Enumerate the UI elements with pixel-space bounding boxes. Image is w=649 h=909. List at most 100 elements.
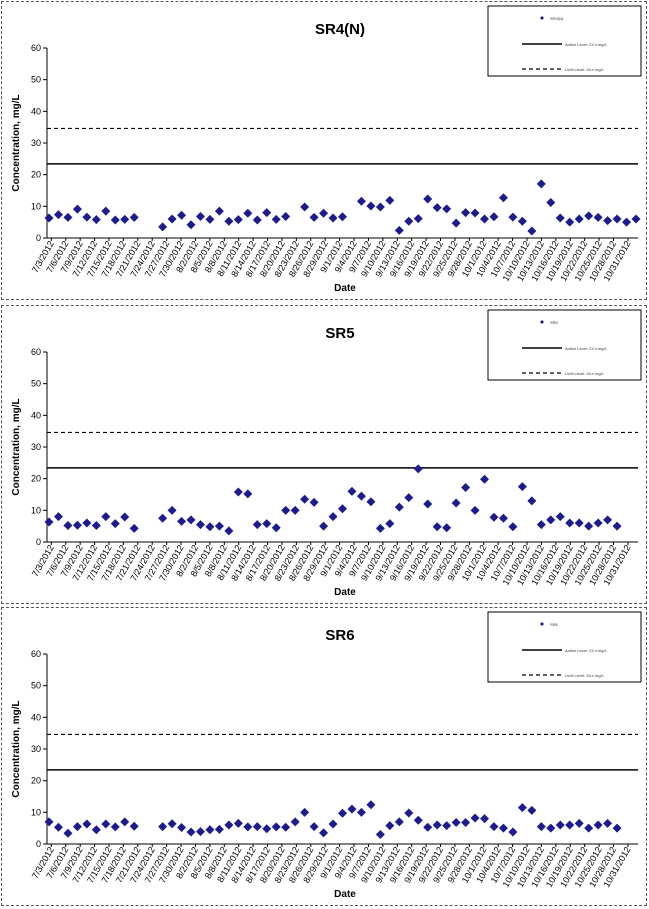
data-point	[262, 208, 272, 218]
legend-marker	[540, 320, 544, 324]
data-point	[546, 823, 556, 833]
data-point	[423, 822, 433, 832]
data-point	[413, 815, 423, 825]
y-tick-label: 10	[31, 201, 41, 211]
chart-sr5: SR501020304050607/3/20127/6/20127/9/2012…	[11, 309, 642, 598]
y-tick-label: 20	[31, 776, 41, 786]
data-point	[470, 813, 480, 823]
data-point	[593, 518, 603, 528]
data-point	[527, 805, 537, 815]
data-point	[319, 828, 329, 838]
data-point	[63, 212, 73, 222]
data-point	[91, 215, 101, 225]
data-point	[489, 512, 499, 522]
y-tick-label: 40	[31, 712, 41, 722]
data-point	[612, 214, 622, 224]
data-point	[186, 220, 196, 230]
data-point	[205, 522, 215, 532]
data-point	[252, 215, 262, 225]
data-point	[603, 216, 613, 226]
data-point	[300, 202, 310, 212]
data-point	[480, 814, 490, 824]
data-point	[243, 208, 253, 218]
data-point	[53, 210, 63, 220]
data-point	[565, 217, 575, 227]
legend-box	[487, 309, 642, 381]
data-point	[82, 518, 92, 528]
data-point	[508, 827, 518, 837]
data-point	[214, 521, 224, 531]
data-point	[461, 817, 471, 827]
data-point	[53, 822, 63, 832]
legend: SR4(N) Action Level: 23.4 mg/L Limit Level…	[487, 5, 642, 77]
data-point	[177, 516, 187, 526]
data-point	[394, 225, 404, 235]
data-point	[186, 827, 196, 837]
data-point	[328, 819, 338, 829]
y-tick-label: 10	[31, 807, 41, 817]
data-point	[195, 211, 205, 221]
data-point	[489, 212, 499, 222]
y-tick-label: 20	[31, 170, 41, 180]
data-point	[366, 497, 376, 507]
data-point	[413, 464, 423, 474]
data-point	[44, 517, 54, 527]
data-point	[224, 216, 234, 226]
y-tick-label: 60	[31, 649, 41, 659]
data-point	[110, 215, 120, 225]
data-point	[546, 515, 556, 525]
data-point	[72, 520, 82, 530]
data-point	[243, 489, 253, 499]
data-point	[612, 823, 622, 833]
data-point	[404, 808, 414, 818]
data-point	[195, 827, 205, 837]
data-point	[129, 523, 139, 533]
data-point	[300, 494, 310, 504]
chart-panel-sr5: SR5 0 10 20 30 40 50 60 7/3/2012 7/6/2012 7/9/2012…	[1, 305, 647, 604]
data-point	[252, 520, 262, 530]
data-point	[338, 212, 347, 222]
data-point	[489, 822, 499, 832]
data-point	[205, 214, 215, 224]
data-point	[290, 505, 300, 515]
chart-sr4n: SR4(N)01020304050607/3/20127/6/20127/9/2…	[11, 5, 642, 294]
y-tick-label: 60	[31, 347, 41, 357]
y-tick-label: 0	[36, 537, 41, 547]
data-point	[72, 822, 82, 832]
legend-action-label: Action Level: 23.4 mg/L	[565, 648, 608, 653]
legend: SR6 Action Level: 23.4 mg/L Limit Level: 3…	[487, 611, 642, 683]
data-point	[536, 179, 546, 189]
data-point	[347, 804, 357, 814]
data-point	[517, 216, 527, 226]
y-tick-label: 50	[31, 681, 41, 691]
data-point	[120, 214, 130, 224]
data-point	[224, 526, 234, 536]
legend-series-label: SR4(N)	[550, 16, 564, 21]
data-point	[385, 821, 395, 831]
data-point	[44, 213, 54, 223]
data-point	[158, 822, 168, 832]
data-point	[565, 518, 575, 528]
data-point	[375, 523, 385, 533]
data-point	[517, 482, 527, 492]
chart-title: SR4(N)	[315, 21, 365, 38]
data-point	[186, 515, 196, 525]
data-point	[442, 821, 452, 831]
data-point	[442, 523, 452, 533]
data-point	[44, 817, 54, 827]
data-point	[309, 212, 319, 222]
y-axis-label: Concentration, mg/L	[11, 94, 22, 191]
legend-series-label: SR5	[550, 320, 559, 325]
data-point	[536, 822, 546, 832]
data-point	[328, 512, 338, 522]
data-point	[101, 512, 111, 522]
chart-title: SR5	[325, 325, 354, 342]
data-point	[461, 483, 471, 493]
y-tick-label: 20	[31, 474, 41, 484]
data-point	[451, 218, 461, 228]
data-point	[423, 194, 433, 204]
legend-limit-label: Limit Level: 34.x mg/L	[565, 371, 605, 376]
data-point	[404, 216, 414, 226]
data-point	[319, 208, 329, 218]
data-point	[271, 822, 281, 832]
